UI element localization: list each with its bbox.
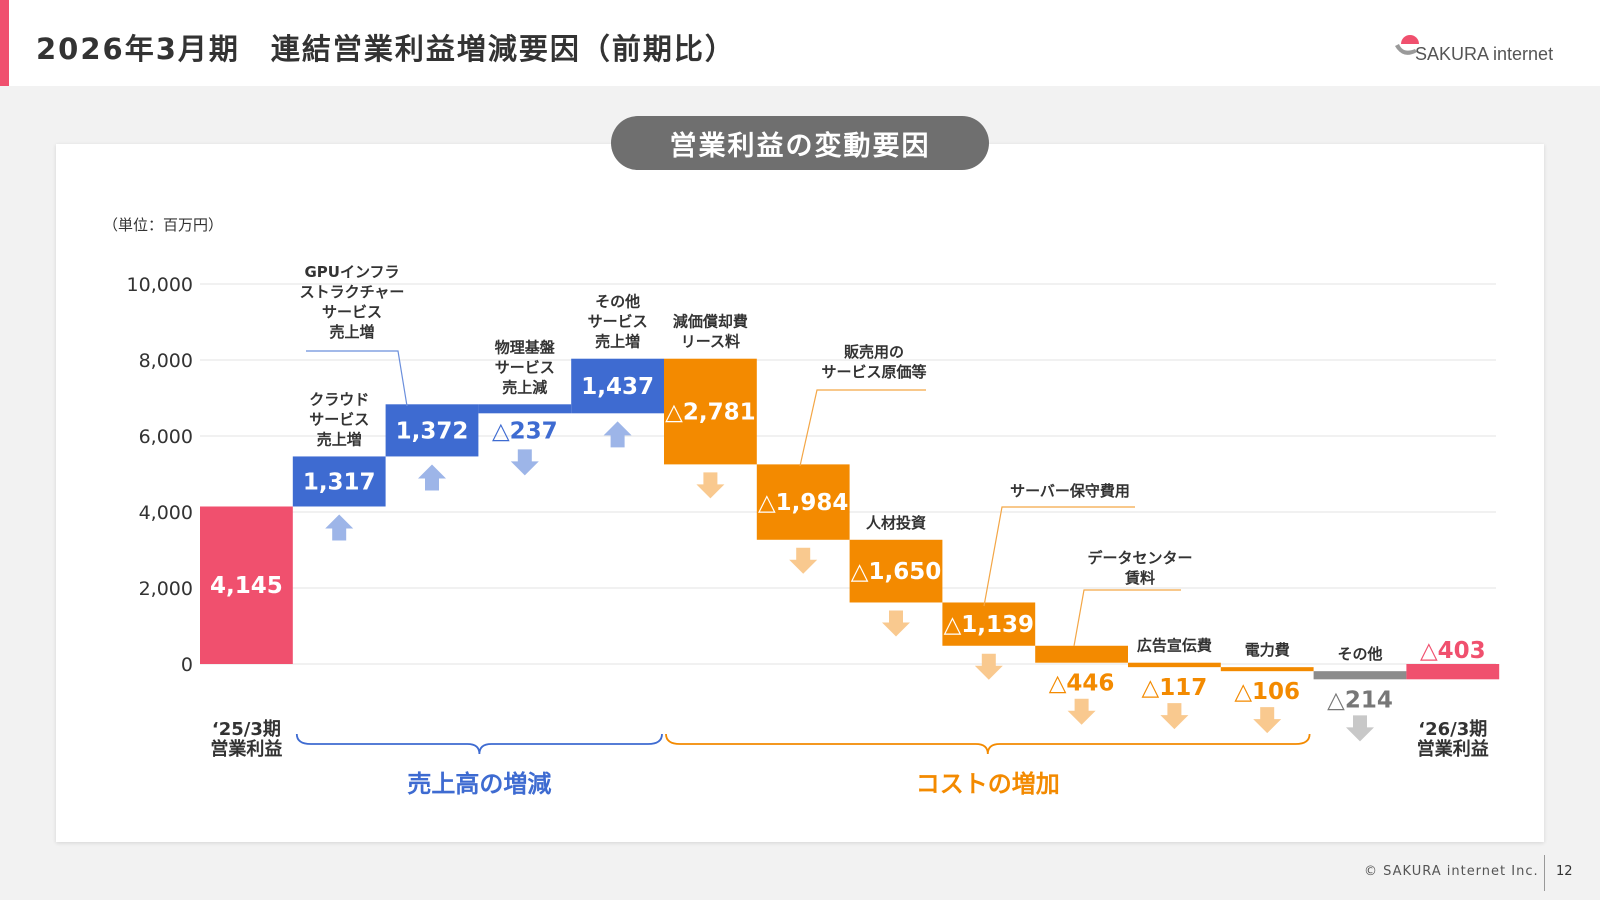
decrease-arrow-icon [882, 610, 910, 637]
bar-value-label: △403 [1420, 638, 1486, 664]
category-label: 売上増 [595, 333, 640, 351]
cost-group-label: コストの増加 [916, 770, 1060, 798]
category-label: 減価償却費 [673, 313, 748, 331]
category-label: 売上減 [502, 378, 547, 396]
bar-value-label: 1,317 [303, 469, 376, 495]
category-label: データセンター [1087, 549, 1192, 567]
y-tick-label: 8,000 [139, 350, 193, 372]
decrease-arrow-icon [1346, 715, 1374, 742]
category-label: ストラクチャー [300, 283, 405, 301]
decrease-arrow-icon [974, 653, 1003, 680]
waterfall-bar [849, 539, 943, 603]
leader-line [306, 350, 408, 407]
bar-value-label: 1,437 [581, 374, 654, 400]
category-label: サービス原価等 [821, 363, 926, 381]
bar-value-label: △1,984 [758, 490, 848, 516]
page-title: 2026年3月期 連結営業利益増減要因（前期比） [36, 32, 736, 66]
header-accent-bar [0, 0, 9, 86]
category-label: 営業利益 [210, 738, 282, 760]
y-tick-label: 4,000 [139, 502, 193, 524]
decrease-arrow-icon [1067, 698, 1096, 725]
category-label: その他 [595, 293, 640, 311]
bar-value-label: △237 [492, 418, 558, 444]
bar-value-label: △2,781 [665, 400, 755, 426]
revenue-group-label: 売上高の増減 [407, 770, 551, 798]
waterfall-bar [664, 358, 757, 465]
increase-arrow-icon [418, 464, 446, 491]
bar-value-label: △106 [1234, 679, 1300, 705]
category-label: サービス [309, 410, 369, 428]
category-label: クラウド [309, 390, 369, 408]
y-tick-label: 0 [181, 654, 193, 676]
leader-line [983, 506, 1135, 607]
logo-text: SAKURA internet [1415, 44, 1554, 64]
category-label: サービス [495, 358, 555, 376]
category-label: 電力費 [1245, 641, 1290, 659]
header: 2026年3月期 連結営業利益増減要因（前期比） SAKURA internet [0, 0, 1600, 86]
category-label: ‘26/3期 [1418, 719, 1487, 740]
bar-value-label: △117 [1142, 675, 1208, 701]
category-label: 賃料 [1124, 569, 1155, 587]
category-label: サーバー保守費用 [1010, 482, 1130, 500]
category-label: リース料 [681, 333, 740, 351]
y-tick-label: 10,000 [127, 274, 193, 296]
bar-value-label: △1,650 [851, 559, 941, 585]
waterfall-bar [756, 464, 850, 540]
footer-copyright: © SAKURA internet Inc. [1364, 864, 1539, 879]
page-number: 12 [1556, 864, 1573, 879]
bar-value-label: △214 [1327, 687, 1393, 713]
category-label: サービス [322, 303, 382, 321]
decrease-arrow-icon [1253, 707, 1282, 734]
unit-label: （単位：百万円） [103, 216, 224, 234]
waterfall-bar [1313, 671, 1407, 680]
cost-group-brace [665, 733, 1311, 755]
waterfall-bar [385, 404, 479, 457]
category-label: GPUインフラ [304, 263, 399, 281]
footer-divider [1544, 855, 1545, 891]
company-logo: SAKURA internet [1395, 30, 1570, 70]
waterfall-bar [1220, 667, 1314, 672]
category-label: ‘25/3期 [212, 719, 281, 740]
category-label: 人材投資 [866, 514, 926, 532]
category-label: 売上増 [317, 430, 362, 448]
increase-arrow-icon [603, 421, 632, 448]
decrease-arrow-icon [696, 472, 725, 499]
decrease-arrow-icon [789, 547, 818, 574]
waterfall-bar [1128, 662, 1221, 668]
decrease-arrow-icon [1160, 703, 1189, 730]
increase-arrow-icon [325, 514, 354, 541]
waterfall-bar [571, 358, 664, 414]
decrease-arrow-icon [510, 449, 539, 476]
waterfall-bar [1035, 645, 1128, 663]
category-label: 広告宣伝費 [1137, 637, 1212, 655]
waterfall-bar [292, 456, 386, 507]
bar-value-label: 1,372 [396, 418, 469, 444]
leader-line [799, 389, 926, 467]
waterfall-bar [478, 404, 572, 414]
leader-line [1073, 589, 1181, 647]
category-label: サービス [588, 313, 648, 331]
y-tick-label: 2,000 [139, 578, 193, 600]
revenue-group-brace [295, 733, 663, 755]
category-label: 販売用の [844, 343, 904, 361]
category-label: 売上増 [329, 323, 374, 341]
bar-value-label: △1,139 [944, 612, 1034, 638]
category-label: 物理基盤 [495, 338, 556, 356]
y-tick-label: 6,000 [139, 426, 193, 448]
waterfall-bar [200, 506, 293, 664]
category-label: 営業利益 [1417, 738, 1489, 760]
category-label: その他 [1337, 645, 1382, 663]
bar-value-label: 4,145 [210, 573, 283, 599]
sakura-logo-icon [1395, 35, 1419, 55]
waterfall-bar [1406, 664, 1500, 680]
chart-title-badge: 営業利益の変動要因 [611, 116, 989, 170]
waterfall-bar [942, 602, 1036, 646]
bar-value-label: △446 [1049, 671, 1115, 697]
